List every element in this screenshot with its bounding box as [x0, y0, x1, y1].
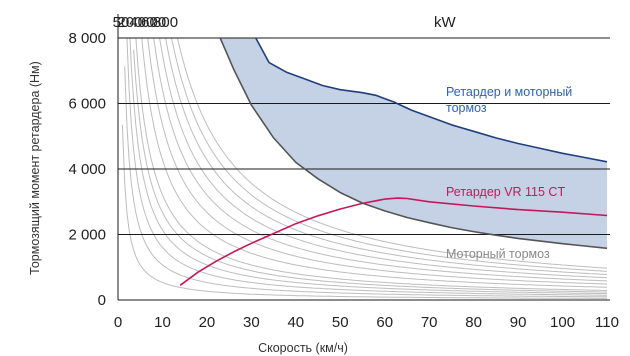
x-tick-label: 110 [595, 314, 619, 331]
y-tick-label: 4 000 [68, 161, 106, 178]
y-tick-label: 0 [98, 292, 106, 309]
x-tick-label: 80 [465, 314, 482, 331]
y-axis-title: Тормозящий момент ретардера (Нм) [28, 61, 42, 275]
iso-power-curve [124, 66, 607, 298]
x-tick-label: 90 [510, 314, 527, 331]
y-tick-label: 8 000 [68, 30, 106, 47]
x-axis-title: Скорость (км/ч) [258, 341, 348, 355]
x-tick-label: 30 [243, 314, 260, 331]
power-label: 800 [153, 14, 178, 31]
series-line [179, 197, 608, 286]
iso-power-curve [159, 38, 608, 279]
iso-power-curve [126, 38, 607, 296]
braking-band-fill [220, 38, 607, 249]
iso-power-curve [133, 49, 607, 293]
iso-power-curve [147, 38, 608, 285]
iso-power-curve [176, 38, 608, 269]
iso-power-curve [170, 38, 608, 272]
x-tick-label: 70 [421, 314, 438, 331]
series-line [255, 38, 608, 163]
x-tick-label: 50 [332, 314, 349, 331]
x-tick-label: 40 [287, 314, 304, 331]
power-label: 50 [113, 14, 130, 31]
series-annotation: Моторный тормоз [446, 247, 550, 261]
y-tick-label: 2 000 [68, 227, 106, 244]
series-annotations: Ретардер и моторный тормоз Ретардер VR 115… [446, 85, 572, 261]
power-label: 600 [141, 14, 166, 31]
power-label: 200 [117, 14, 142, 31]
x-tick-label: 0 [114, 314, 122, 331]
x-tick-label: 10 [154, 314, 171, 331]
iso-power-curve [153, 38, 608, 282]
x-tick-label: 60 [376, 314, 393, 331]
series-annotation: Ретардер и моторный [446, 85, 572, 99]
power-unit-label: kW [434, 14, 457, 31]
iso-power-curve [141, 38, 608, 288]
y-tick-labels: 0 2 000 4 000 6 000 8 000 [68, 30, 106, 309]
horizontal-gridlines [118, 37, 610, 235]
series-annotation: Ретардер VR 115 CT [446, 185, 565, 199]
x-tick-label: 20 [199, 314, 216, 331]
iso-power-curve [135, 38, 607, 291]
data-series [179, 38, 608, 286]
power-label: 400 [129, 14, 154, 31]
x-tick-label: 100 [550, 314, 575, 331]
series-annotation: тормоз [446, 101, 487, 115]
x-tick-labels: 0 10 20 30 40 50 60 70 80 90 100 110 [114, 314, 619, 331]
y-tick-label: 6 000 [68, 96, 106, 113]
iso-power-curve [121, 124, 607, 299]
iso-power-curve [165, 38, 608, 275]
iso-power-lines [121, 38, 608, 299]
series-line [219, 38, 608, 250]
